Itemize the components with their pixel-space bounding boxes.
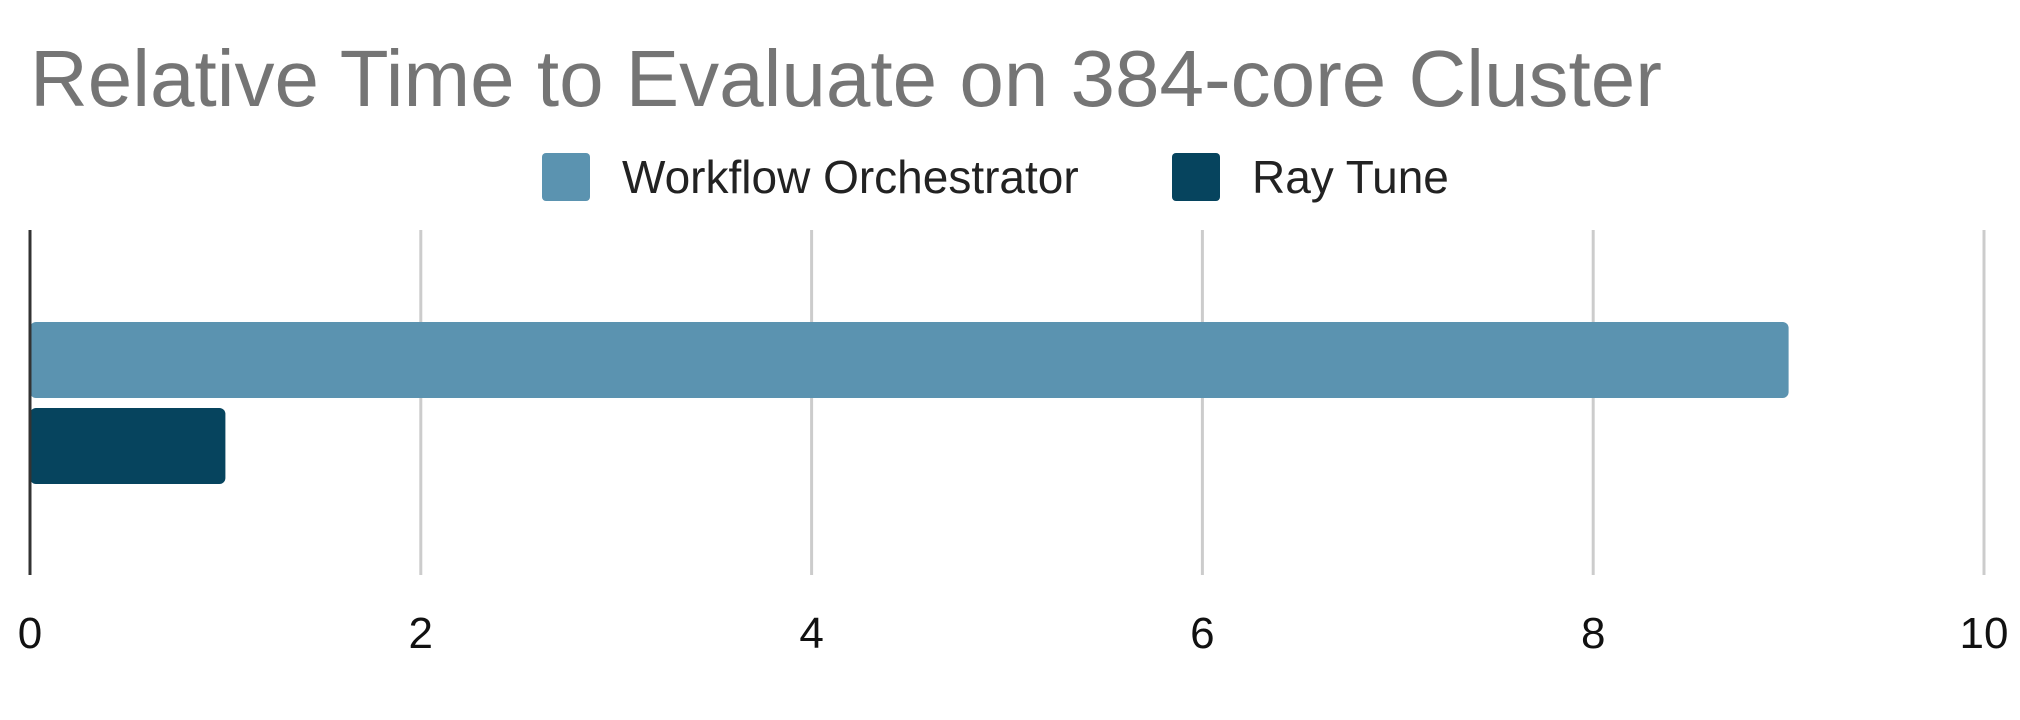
legend-label-ray-tune: Ray Tune [1252,151,1449,203]
x-tick-labels: 0 2 4 6 8 10 [18,609,2009,658]
chart-title: Relative Time to Evaluate on 384-core Cl… [30,34,1662,123]
legend-swatch-ray-tune [1172,153,1220,201]
x-tick-label-0: 0 [18,609,42,658]
bars [30,322,1789,484]
x-tick-label-2: 4 [799,609,823,658]
bar-ray-tune [30,408,226,484]
legend-swatch-workflow-orchestrator [542,153,590,201]
x-tick-label-4: 8 [1581,609,1605,658]
bar-workflow-orchestrator [30,322,1789,398]
x-tick-label-3: 6 [1190,609,1214,658]
gridlines [419,230,1986,575]
legend-label-workflow-orchestrator: Workflow Orchestrator [622,151,1079,203]
x-tick-label-1: 2 [409,609,433,658]
x-tick-label-5: 10 [1960,609,2009,658]
legend: Workflow Orchestrator Ray Tune [542,151,1449,203]
